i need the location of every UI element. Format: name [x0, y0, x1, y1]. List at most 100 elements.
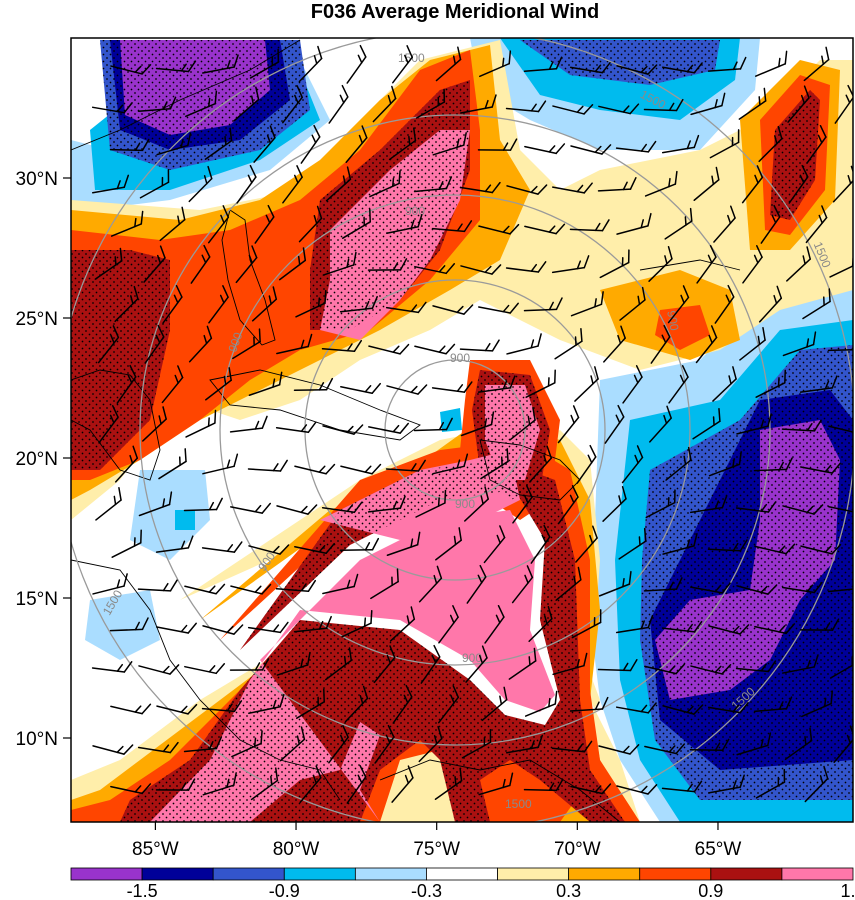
wind-barb [788, 164, 809, 204]
wind-barb [386, 384, 428, 395]
colorbar-swatch [354, 867, 427, 881]
wind-barb [622, 365, 643, 404]
wind-barb [754, 50, 788, 77]
wind-barb [386, 531, 421, 557]
wind-barb [414, 343, 456, 355]
colorbar-swatch [283, 867, 356, 881]
wind-barb [753, 696, 793, 713]
wind-barb [800, 462, 841, 474]
wind-barb [298, 205, 323, 243]
wind-barb [616, 64, 658, 75]
wind-barb [370, 568, 399, 600]
wind-barb [570, 783, 612, 795]
wind-barb [249, 48, 280, 79]
wind-barb [158, 448, 187, 480]
wind-barb [324, 647, 353, 681]
wind-barb [229, 415, 268, 433]
latitude-tick-label: 30°N [16, 169, 58, 190]
wind-barb [603, 325, 626, 363]
wind-barb [235, 245, 258, 284]
wind-barb [661, 780, 703, 793]
wind-barb [435, 527, 462, 561]
wind-barb [755, 768, 786, 799]
wind-barb [94, 247, 123, 280]
wind-barb [300, 124, 321, 164]
wind-barb [342, 208, 371, 239]
colorbar-swatch [568, 867, 641, 881]
wind-barb [341, 609, 373, 638]
wind-barb [551, 740, 593, 753]
wind-barb [418, 725, 443, 763]
significance-stippling [71, 40, 853, 822]
wind-barb [92, 744, 134, 755]
wind-barb [558, 484, 579, 524]
wind-barb [554, 328, 583, 360]
wind-barb [754, 543, 796, 555]
wind-barb [528, 445, 553, 483]
wind-barb [735, 660, 777, 673]
wind-barb [668, 365, 689, 404]
wind-barb [91, 661, 133, 673]
wind-barb [229, 658, 270, 671]
wind-barb [618, 527, 647, 560]
wind-barb [161, 365, 184, 404]
latitude-tick-label: 25°N [16, 309, 58, 330]
wind-barb [190, 244, 211, 284]
wind-barb [598, 570, 632, 597]
wind-barb [346, 44, 367, 84]
wind-barb [483, 525, 506, 564]
wind-barb [208, 285, 229, 324]
colorbar-label: -0.9 [269, 881, 300, 900]
wind-barb [201, 541, 243, 553]
wind-barb [415, 489, 447, 518]
wind-barb [644, 663, 686, 675]
wind-barb [293, 377, 334, 392]
wind-barb [708, 624, 750, 635]
wind-barb [512, 485, 533, 524]
wind-barb [598, 103, 640, 115]
wind-barb [109, 617, 149, 632]
wind-barb [477, 375, 516, 393]
wind-barb [505, 100, 547, 113]
wind-barb [575, 525, 598, 563]
wind-barb [278, 247, 307, 281]
wind-barb [98, 405, 119, 444]
wind-barb [231, 730, 263, 758]
wind-barb [508, 647, 537, 680]
wind-barb [827, 341, 853, 352]
wind-barb [188, 325, 213, 363]
wind-barb [648, 246, 673, 282]
wind-barb [322, 573, 359, 595]
wind-barb [250, 767, 279, 801]
wind-barb [828, 425, 853, 435]
wind-barb [484, 604, 505, 644]
range-ring-label: 900 [225, 330, 245, 354]
wind-barb [346, 764, 367, 804]
wind-barb [385, 459, 426, 472]
wind-barb [786, 246, 811, 282]
wind-barb [661, 620, 703, 633]
wind-barb [804, 765, 829, 803]
wind-barb [202, 624, 244, 635]
wind-barb [414, 263, 456, 275]
wind-barb [832, 165, 853, 203]
wind-barb [368, 343, 410, 355]
wind-barb [662, 532, 698, 555]
wind-barb [156, 132, 192, 156]
wind-barb [481, 686, 508, 722]
wind-barb [827, 581, 853, 593]
wind-barb [597, 177, 637, 192]
wind-barb [754, 623, 796, 635]
wind-barb [664, 207, 693, 240]
wind-barb [110, 783, 152, 795]
wind-barb [202, 453, 239, 475]
wind-barbs [91, 44, 853, 804]
wind-barb [509, 406, 536, 441]
wind-barb [207, 205, 230, 244]
wind-barb [758, 125, 783, 163]
wind-barb [742, 245, 763, 284]
longitude-tick-label: 80°W [273, 839, 320, 860]
wind-barb [339, 295, 378, 313]
wind-barb [251, 286, 278, 322]
latitude-tick-label: 15°N [16, 589, 58, 610]
